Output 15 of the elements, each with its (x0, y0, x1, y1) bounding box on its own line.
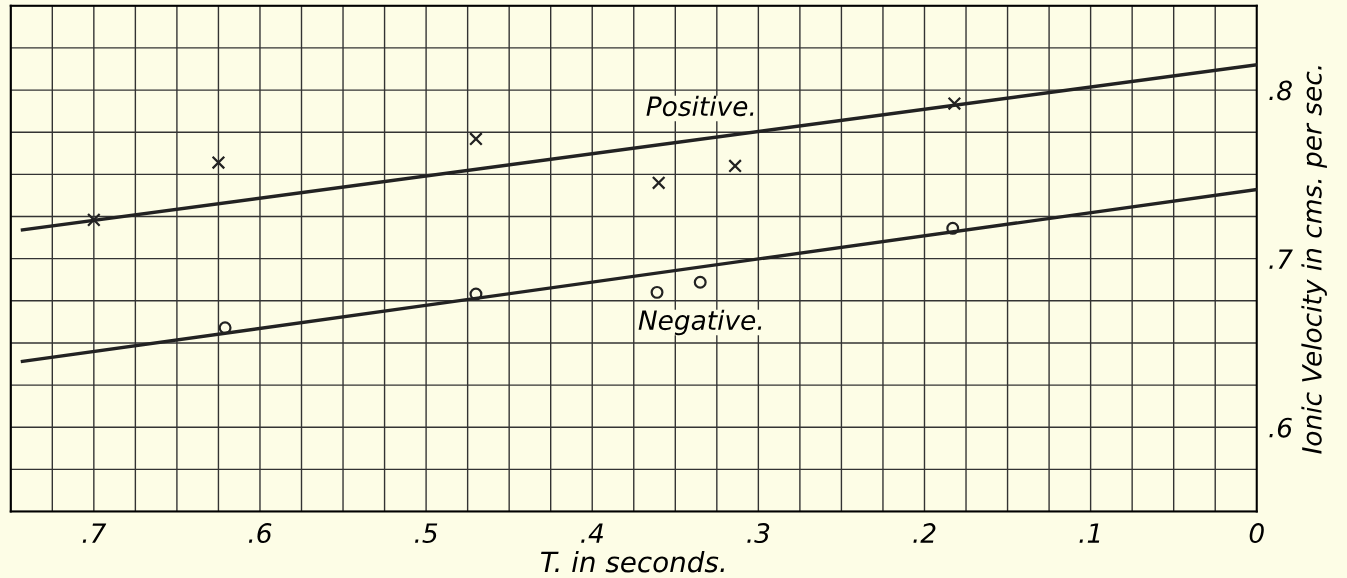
y-tick-label: .7 (1269, 249, 1293, 269)
x-tick-label: .1 (1079, 523, 1100, 543)
y-axis-title: Ionic Velocity in cms. per sec. (1301, 66, 1327, 454)
y-tick-label: .6 (1269, 417, 1292, 438)
series-label: Negative. (638, 309, 762, 336)
x-tick-label: .7 (82, 523, 107, 543)
x-tick-label: .5 (415, 523, 438, 544)
x-tick-label: .4 (581, 523, 603, 543)
series-label: Positive. (646, 95, 754, 117)
x-tick-label: 0 (1249, 523, 1264, 544)
y-tick-label: .8 (1269, 80, 1292, 101)
x-tick-label: .2 (913, 523, 936, 543)
x-axis-title: T. in seconds. (541, 550, 724, 573)
x-tick-label: .6 (248, 523, 272, 544)
x-tick-label: .3 (747, 523, 770, 544)
